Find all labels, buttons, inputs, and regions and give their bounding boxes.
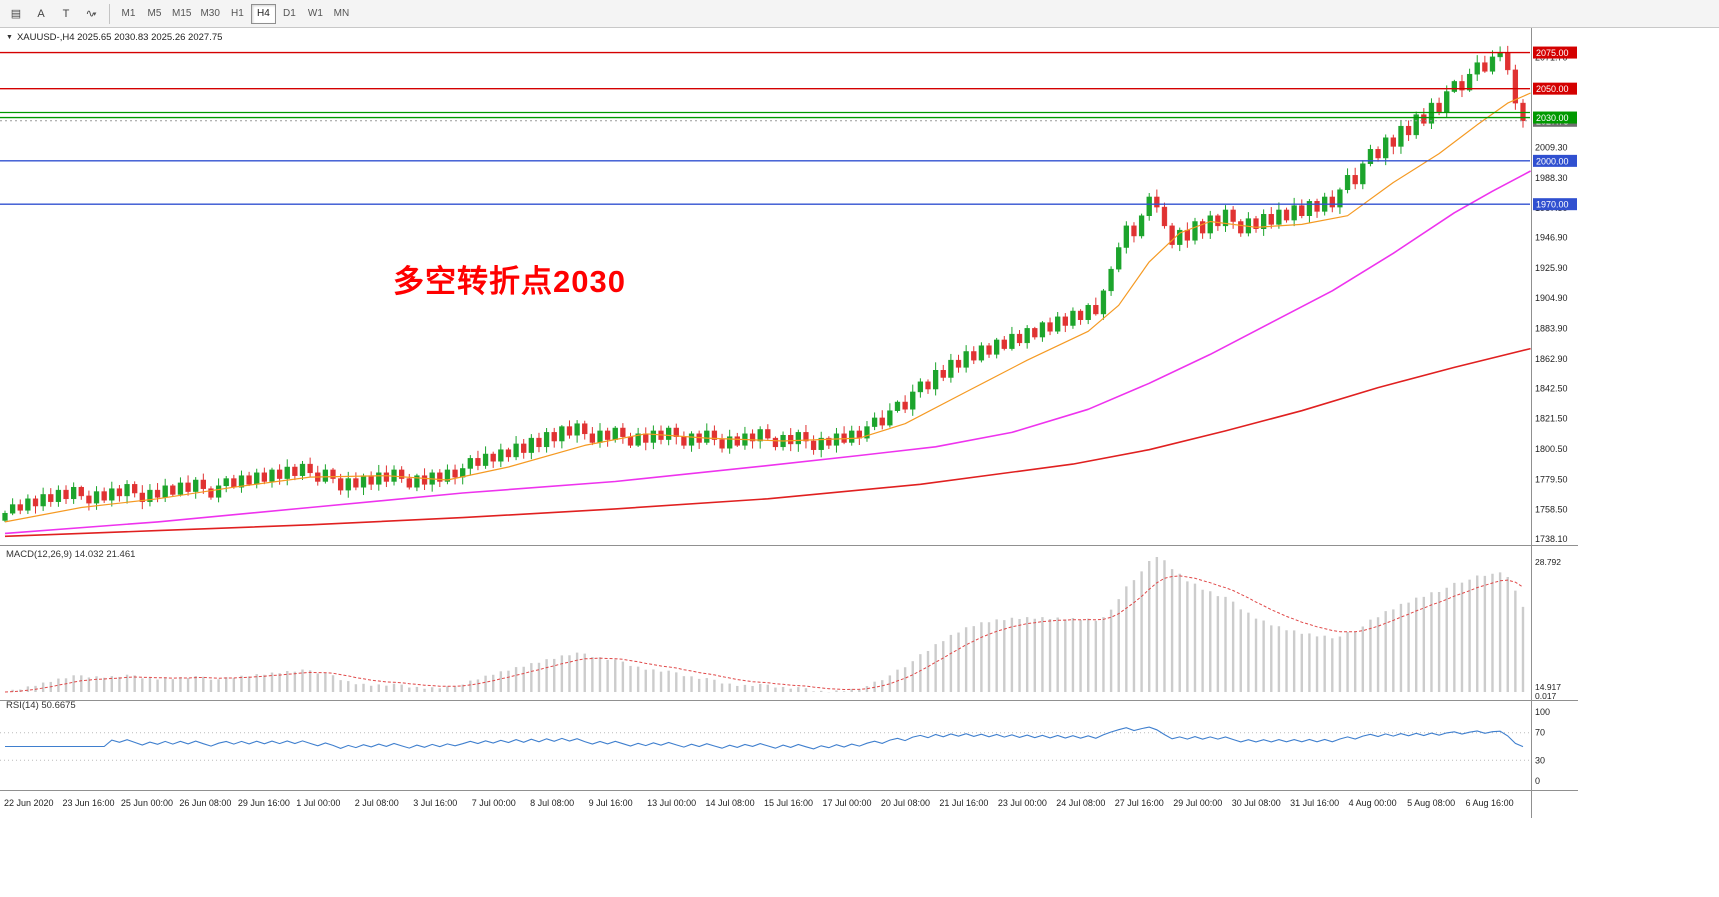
svg-text:MACD(12,26,9) 14.032 21.461: MACD(12,26,9) 14.032 21.461 (6, 549, 135, 560)
svg-text:25 Jun 00:00: 25 Jun 00:00 (121, 798, 173, 808)
chart-window[interactable]: ▼ XAUUSD-,H4 2025.65 2030.83 2025.26 202… (0, 28, 1719, 897)
svg-text:23 Jul 00:00: 23 Jul 00:00 (998, 798, 1047, 808)
svg-text:2030.00: 2030.00 (1536, 113, 1569, 123)
svg-text:2050.00: 2050.00 (1536, 84, 1569, 94)
svg-text:4 Aug 00:00: 4 Aug 00:00 (1349, 798, 1397, 808)
svg-text:2009.30: 2009.30 (1535, 142, 1568, 152)
drawing-tools-group: ▤ A T ∿ ▾ (4, 3, 103, 24)
svg-text:17 Jul 00:00: 17 Jul 00:00 (822, 798, 871, 808)
svg-text:2 Jul 08:00: 2 Jul 08:00 (355, 798, 399, 808)
svg-text:3 Jul 16:00: 3 Jul 16:00 (413, 798, 457, 808)
svg-text:9 Jul 16:00: 9 Jul 16:00 (589, 798, 633, 808)
svg-text:15 Jul 16:00: 15 Jul 16:00 (764, 798, 813, 808)
svg-text:14.917: 14.917 (1535, 682, 1561, 692)
svg-text:20 Jul 08:00: 20 Jul 08:00 (881, 798, 930, 808)
svg-text:27 Jul 16:00: 27 Jul 16:00 (1115, 798, 1164, 808)
timeframe-h4-button[interactable]: H4 (250, 3, 276, 24)
chart-ohlc-header: ▼ XAUUSD-,H4 2025.65 2030.83 2025.26 202… (6, 32, 222, 43)
svg-text:13 Jul 00:00: 13 Jul 00:00 (647, 798, 696, 808)
symbol-dropdown-icon[interactable]: ▼ (6, 34, 13, 41)
timeframe-group: M1 M5 M15 M30 H1 H4 D1 W1 MN (116, 3, 354, 24)
svg-text:14 Jul 08:00: 14 Jul 08:00 (706, 798, 755, 808)
svg-text:30: 30 (1535, 755, 1545, 765)
svg-text:1970.00: 1970.00 (1536, 200, 1569, 210)
top-toolbar: ▤ A T ∿ ▾ M1 M5 M15 M30 H1 H4 D1 W1 MN (0, 0, 1719, 28)
svg-text:1988.30: 1988.30 (1535, 173, 1568, 183)
svg-text:100: 100 (1535, 707, 1550, 717)
text-box-icon[interactable]: T (54, 3, 78, 24)
timeframe-m30-button[interactable]: M30 (196, 4, 223, 24)
svg-text:1925.90: 1925.90 (1535, 263, 1568, 273)
svg-text:22 Jun 2020: 22 Jun 2020 (4, 798, 54, 808)
svg-text:1904.90: 1904.90 (1535, 293, 1568, 303)
svg-text:0: 0 (1535, 776, 1540, 786)
svg-text:70: 70 (1535, 728, 1545, 738)
chart-list-icon[interactable]: ▤ (4, 3, 28, 24)
timeframe-mn-button[interactable]: MN (329, 4, 354, 24)
svg-text:5 Aug 08:00: 5 Aug 08:00 (1407, 798, 1455, 808)
timeframe-m5-button[interactable]: M5 (142, 4, 167, 24)
svg-text:21 Jul 16:00: 21 Jul 16:00 (939, 798, 988, 808)
timeframe-m1-button[interactable]: M1 (116, 4, 141, 24)
svg-text:30 Jul 08:00: 30 Jul 08:00 (1232, 798, 1281, 808)
chart-canvas[interactable]: 2071.702050.702030.102009.301988.301967.… (0, 28, 1578, 897)
svg-text:24 Jul 08:00: 24 Jul 08:00 (1056, 798, 1105, 808)
svg-text:1821.50: 1821.50 (1535, 414, 1568, 424)
timeframe-h1-button[interactable]: H1 (225, 4, 250, 24)
svg-text:29 Jun 16:00: 29 Jun 16:00 (238, 798, 290, 808)
svg-text:1758.50: 1758.50 (1535, 505, 1568, 515)
svg-text:1738.10: 1738.10 (1535, 534, 1568, 544)
svg-text:2075.00: 2075.00 (1536, 48, 1569, 58)
svg-text:RSI(14) 50.6675: RSI(14) 50.6675 (6, 700, 76, 711)
timeframe-w1-button[interactable]: W1 (303, 4, 328, 24)
timeframe-m15-button[interactable]: M15 (168, 4, 195, 24)
svg-text:31 Jul 16:00: 31 Jul 16:00 (1290, 798, 1339, 808)
symbol-ohlc-text: XAUUSD-,H4 2025.65 2030.83 2025.26 2027.… (16, 32, 223, 43)
svg-text:1779.50: 1779.50 (1535, 474, 1568, 484)
svg-text:28.792: 28.792 (1535, 557, 1561, 567)
svg-text:1800.50: 1800.50 (1535, 444, 1568, 454)
svg-text:26 Jun 08:00: 26 Jun 08:00 (179, 798, 231, 808)
svg-text:23 Jun 16:00: 23 Jun 16:00 (62, 798, 114, 808)
svg-text:8 Jul 08:00: 8 Jul 08:00 (530, 798, 574, 808)
svg-text:1842.50: 1842.50 (1535, 383, 1568, 393)
text-annotation-icon[interactable]: A (29, 3, 53, 24)
toolbar-separator (109, 3, 110, 24)
svg-text:2000.00: 2000.00 (1536, 156, 1569, 166)
svg-text:1946.90: 1946.90 (1535, 233, 1568, 243)
svg-text:29 Jul 00:00: 29 Jul 00:00 (1173, 798, 1222, 808)
timeframe-d1-button[interactable]: D1 (277, 4, 302, 24)
svg-text:7 Jul 00:00: 7 Jul 00:00 (472, 798, 516, 808)
svg-text:0.017: 0.017 (1535, 691, 1557, 701)
svg-text:1 Jul 00:00: 1 Jul 00:00 (296, 798, 340, 808)
svg-text:6 Aug 16:00: 6 Aug 16:00 (1466, 798, 1514, 808)
svg-text:1862.90: 1862.90 (1535, 354, 1568, 364)
zigzag-tool-icon[interactable]: ∿ ▾ (79, 3, 103, 24)
svg-text:1883.90: 1883.90 (1535, 324, 1568, 334)
